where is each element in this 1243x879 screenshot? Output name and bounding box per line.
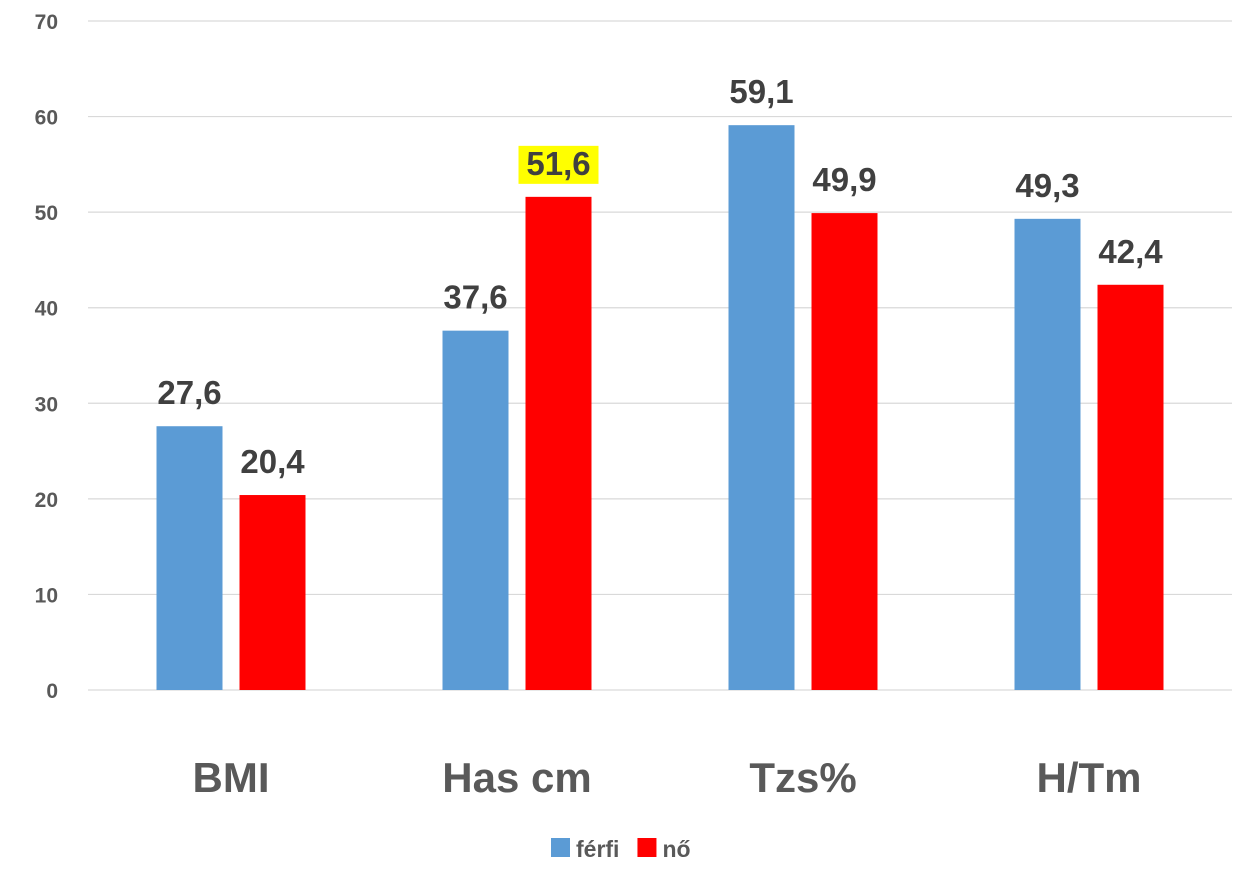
- bar-ferfi-2: [728, 125, 795, 691]
- y-tick-label-0: 0: [46, 680, 58, 703]
- data-labels: 27,6 20,4 37,6 51,6 59,1 49,9 49,3 42,4: [157, 73, 1163, 480]
- data-label-ferfi-3: 49,3: [1015, 167, 1079, 204]
- legend-label-0: férfi: [576, 836, 619, 862]
- bar-ferfi-3: [1014, 218, 1081, 690]
- y-tick-label-20: 20: [35, 489, 58, 512]
- bar-no-1: [525, 196, 592, 690]
- data-label-no-2: 49,9: [812, 161, 876, 198]
- bar-no-2: [811, 213, 878, 690]
- legend-swatch-1: [637, 838, 657, 857]
- legend-label-1: nő: [662, 836, 690, 862]
- x-category-label-3: H/Tm: [1037, 754, 1142, 801]
- data-label-ferfi-1: 37,6: [443, 279, 507, 316]
- data-label-no-0: 20,4: [240, 443, 305, 480]
- bar-no-0: [239, 495, 306, 690]
- y-tick-label-50: 50: [35, 202, 58, 225]
- bar-no-3: [1097, 284, 1164, 690]
- data-label-no-1: 51,6: [526, 145, 590, 182]
- y-axis-tick-labels: 0 10 20 30 40 50 60 70: [35, 11, 58, 703]
- x-category-label-1: Has cm: [442, 754, 591, 801]
- bar-ferfi-0: [156, 426, 223, 690]
- legend: férfi nő: [551, 836, 691, 862]
- bar-ferfi-1: [442, 330, 509, 690]
- x-category-label-0: BMI: [193, 754, 270, 801]
- y-tick-label-60: 60: [35, 107, 58, 130]
- y-tick-label-70: 70: [35, 11, 58, 34]
- x-axis-category-labels: BMI Has cm Tzs% H/Tm: [193, 754, 1142, 801]
- bars: [156, 125, 1164, 691]
- y-tick-label-10: 10: [35, 584, 58, 607]
- y-tick-label-30: 30: [35, 393, 58, 416]
- y-tick-label-40: 40: [35, 298, 58, 321]
- legend-swatch-0: [551, 838, 570, 857]
- data-label-no-3: 42,4: [1098, 233, 1163, 270]
- data-label-highlight: [518, 145, 599, 184]
- data-label-ferfi-2: 59,1: [729, 73, 793, 110]
- x-category-label-2: Tzs%: [749, 754, 856, 801]
- data-label-ferfi-0: 27,6: [157, 374, 221, 411]
